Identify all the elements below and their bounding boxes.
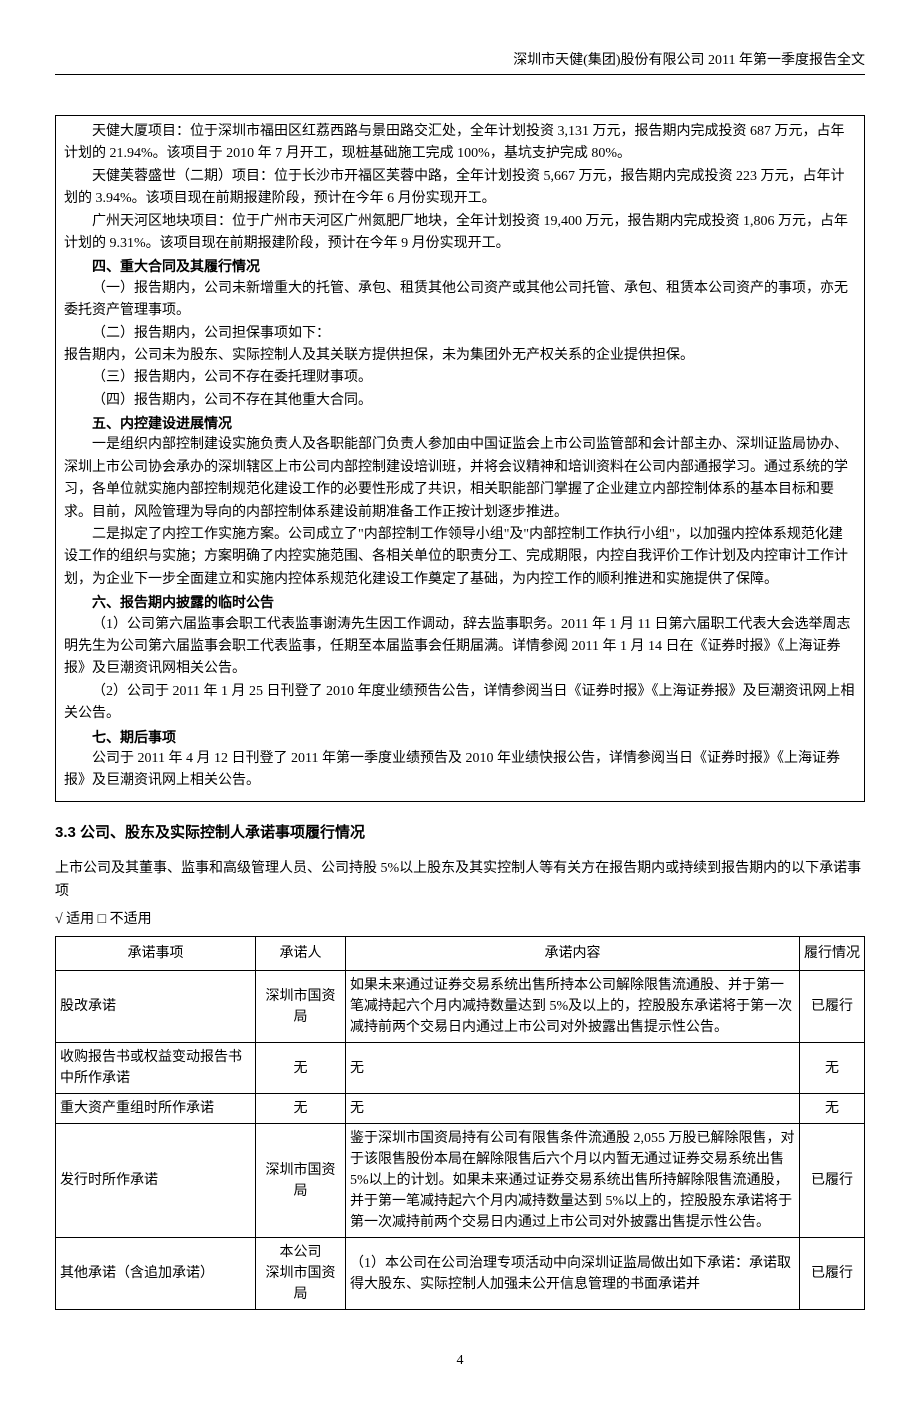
cell-person: 无 [256, 1043, 346, 1094]
main-content-box: 天健大厦项目：位于深圳市福田区红荔西路与景田路交汇处，全年计划投资 3,131 … [55, 115, 865, 802]
section-33-intro: 上市公司及其董事、监事和高级管理人员、公司持股 5%以上股东及其实控制人等有关方… [55, 858, 865, 903]
cell-person: 深圳市国资局 [256, 971, 346, 1043]
cell-person: 无 [256, 1094, 346, 1124]
table-row: 发行时所作承诺 深圳市国资局 鉴于深圳市国资局持有公司有限售条件流通股 2,05… [56, 1124, 865, 1238]
para-6b: （2）公司于 2011 年 1 月 25 日刊登了 2010 年度业绩预告公告，… [64, 681, 856, 726]
apply-line: √ 适用 □ 不适用 [55, 909, 865, 930]
page-container: 深圳市天健(集团)股份有限公司 2011 年第一季度报告全文 天健大厦项目：位于… [0, 0, 920, 1401]
cell-status: 无 [800, 1043, 865, 1094]
heading-6: 六、报告期内披露的临时公告 [64, 591, 856, 613]
heading-5: 五、内控建设进展情况 [64, 412, 856, 434]
para-6a: （1）公司第六届监事会职工代表监事谢涛先生因工作调动，辞去监事职务。2011 年… [64, 614, 856, 681]
page-header: 深圳市天健(集团)股份有限公司 2011 年第一季度报告全文 [55, 50, 865, 75]
cell-item: 发行时所作承诺 [56, 1124, 256, 1238]
heading-7: 七、期后事项 [64, 726, 856, 748]
para-project-1: 天健大厦项目：位于深圳市福田区红荔西路与景田路交汇处，全年计划投资 3,131 … [64, 121, 856, 166]
cell-item: 股改承诺 [56, 971, 256, 1043]
para-4b2: 报告期内，公司未为股东、实际控制人及其关联方提供担保，未为集团外无产权关系的企业… [64, 345, 856, 367]
para-4d: （四）报告期内，公司不存在其他重大合同。 [64, 390, 856, 412]
cell-status: 已履行 [800, 1124, 865, 1238]
table-row: 收购报告书或权益变动报告书中所作承诺 无 无 无 [56, 1043, 865, 1094]
th-item: 承诺事项 [56, 937, 256, 971]
th-content: 承诺内容 [346, 937, 800, 971]
cell-content: 鉴于深圳市国资局持有公司有限售条件流通股 2,055 万股已解除限售，对于该限售… [346, 1124, 800, 1238]
th-status: 履行情况 [800, 937, 865, 971]
cell-content: 无 [346, 1043, 800, 1094]
para-5a: 一是组织内部控制建设实施负责人及各职能部门负责人参加由中国证监会上市公司监管部和… [64, 434, 856, 524]
th-person: 承诺人 [256, 937, 346, 971]
heading-4: 四、重大合同及其履行情况 [64, 255, 856, 277]
table-row: 其他承诺（含追加承诺） 本公司 深圳市国资局 （1）本公司在公司治理专项活动中向… [56, 1238, 865, 1310]
cell-person: 深圳市国资局 [256, 1124, 346, 1238]
para-7: 公司于 2011 年 4 月 12 日刊登了 2011 年第一季度业绩预告及 2… [64, 748, 856, 793]
para-project-2: 天健芙蓉盛世（二期）项目：位于长沙市开福区芙蓉中路，全年计划投资 5,667 万… [64, 166, 856, 211]
cell-content: 无 [346, 1094, 800, 1124]
page-number: 4 [55, 1350, 865, 1371]
para-4a: （一）报告期内，公司未新增重大的托管、承包、租赁其他公司资产或其他公司托管、承包… [64, 278, 856, 323]
cell-item: 收购报告书或权益变动报告书中所作承诺 [56, 1043, 256, 1094]
commitments-table: 承诺事项 承诺人 承诺内容 履行情况 股改承诺 深圳市国资局 如果未来通过证券交… [55, 936, 865, 1310]
cell-content: 如果未来通过证券交易系统出售所持本公司解除限售流通股、并于第一笔减持起六个月内减… [346, 971, 800, 1043]
table-header-row: 承诺事项 承诺人 承诺内容 履行情况 [56, 937, 865, 971]
cell-status: 无 [800, 1094, 865, 1124]
para-project-3: 广州天河区地块项目：位于广州市天河区广州氮肥厂地块，全年计划投资 19,400 … [64, 211, 856, 256]
section-33-title: 3.3 公司、股东及实际控制人承诺事项履行情况 [55, 822, 865, 845]
para-4b: （二）报告期内，公司担保事项如下： [64, 323, 856, 345]
cell-content: （1）本公司在公司治理专项活动中向深圳证监局做出如下承诺：承诺取得大股东、实际控… [346, 1238, 800, 1310]
cell-status: 已履行 [800, 971, 865, 1043]
cell-item: 重大资产重组时所作承诺 [56, 1094, 256, 1124]
cell-person: 本公司 深圳市国资局 [256, 1238, 346, 1310]
para-4c: （三）报告期内，公司不存在委托理财事项。 [64, 367, 856, 389]
table-row: 股改承诺 深圳市国资局 如果未来通过证券交易系统出售所持本公司解除限售流通股、并… [56, 971, 865, 1043]
para-5b: 二是拟定了内控工作实施方案。公司成立了"内部控制工作领导小组"及"内部控制工作执… [64, 524, 856, 591]
table-row: 重大资产重组时所作承诺 无 无 无 [56, 1094, 865, 1124]
cell-item: 其他承诺（含追加承诺） [56, 1238, 256, 1310]
cell-status: 已履行 [800, 1238, 865, 1310]
